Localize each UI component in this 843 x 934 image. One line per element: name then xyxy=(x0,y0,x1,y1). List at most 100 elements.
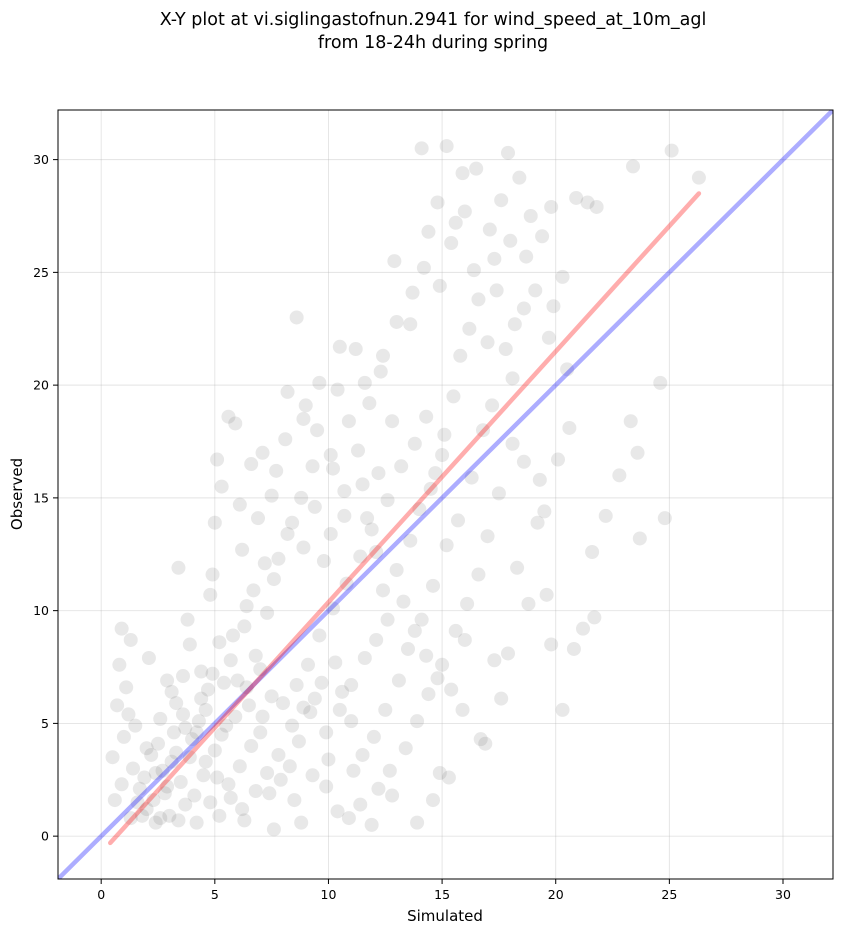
data-point xyxy=(360,511,375,526)
data-point xyxy=(276,696,290,711)
data-point xyxy=(248,784,263,799)
data-point xyxy=(439,538,454,553)
data-point xyxy=(207,515,222,530)
data-point xyxy=(385,788,400,803)
data-point xyxy=(180,612,195,627)
data-point xyxy=(123,632,138,647)
data-point xyxy=(260,766,275,781)
data-point xyxy=(264,488,279,503)
data-point xyxy=(364,817,379,832)
data-point xyxy=(303,705,318,720)
data-point xyxy=(171,560,186,575)
data-point xyxy=(401,641,415,656)
data-point xyxy=(482,222,497,237)
data-point xyxy=(335,684,350,699)
data-point xyxy=(346,763,361,778)
data-point xyxy=(189,815,204,830)
data-point xyxy=(110,698,125,713)
data-point xyxy=(214,727,229,742)
data-point xyxy=(480,335,495,350)
data-point xyxy=(598,508,613,523)
data-point xyxy=(171,813,186,828)
data-point xyxy=(239,599,254,614)
data-point xyxy=(205,666,220,681)
data-point xyxy=(516,301,531,316)
data-point xyxy=(210,770,225,785)
data-point xyxy=(489,283,504,298)
data-point xyxy=(126,761,140,776)
data-point xyxy=(246,583,261,598)
data-point xyxy=(414,141,429,156)
data-point xyxy=(366,729,381,744)
data-point xyxy=(444,236,459,251)
data-point xyxy=(248,648,263,663)
data-point xyxy=(455,702,470,717)
data-point xyxy=(305,459,320,474)
data-point xyxy=(285,718,300,733)
data-point xyxy=(323,448,338,463)
y-tick-label: 25 xyxy=(33,265,49,280)
data-point xyxy=(253,662,268,677)
identity-line xyxy=(58,110,833,879)
data-point xyxy=(280,526,295,541)
data-point xyxy=(151,736,165,751)
data-point xyxy=(307,691,322,706)
data-point xyxy=(507,317,522,332)
axis-ticks: 0 5 10 15 20 25 30 0 5 10 15 20 25 30 xyxy=(33,152,791,902)
data-point xyxy=(166,725,181,740)
data-point xyxy=(476,423,490,438)
data-point xyxy=(123,811,138,826)
data-point xyxy=(380,493,395,508)
data-point xyxy=(210,452,225,467)
data-point xyxy=(453,348,468,363)
data-point xyxy=(521,596,536,611)
data-point xyxy=(530,515,545,530)
data-point xyxy=(357,650,372,665)
data-point xyxy=(389,563,404,578)
x-tick-label: 25 xyxy=(661,887,677,902)
data-point xyxy=(162,808,177,823)
data-point xyxy=(405,285,420,300)
data-point xyxy=(353,549,368,564)
data-point xyxy=(576,621,590,636)
data-point xyxy=(251,511,265,526)
data-point xyxy=(341,811,356,826)
data-point xyxy=(466,263,481,278)
data-point xyxy=(244,738,259,753)
data-point xyxy=(421,687,436,702)
data-point xyxy=(232,497,247,512)
data-point xyxy=(494,193,509,208)
data-point xyxy=(339,576,354,591)
data-point xyxy=(435,657,450,672)
data-point xyxy=(523,208,538,223)
y-axis-label: Observed xyxy=(8,458,26,530)
data-point xyxy=(460,596,475,611)
data-point xyxy=(221,777,236,792)
data-point xyxy=(505,371,520,386)
data-point xyxy=(253,725,268,740)
data-point xyxy=(296,700,311,715)
regression-line xyxy=(108,191,702,846)
data-point xyxy=(326,461,340,476)
data-point xyxy=(419,409,434,424)
data-points xyxy=(105,139,706,837)
x-tick-label: 30 xyxy=(775,887,791,902)
data-point xyxy=(546,299,561,314)
y-tick-label: 10 xyxy=(33,603,49,618)
data-point xyxy=(632,531,647,546)
data-point xyxy=(330,804,345,819)
data-point xyxy=(501,145,515,160)
data-point xyxy=(519,249,534,264)
data-point xyxy=(219,718,234,733)
chart-title-line-1: X-Y plot at vi.siglingastofnun.2941 for … xyxy=(160,10,707,30)
data-point xyxy=(448,215,463,230)
data-point xyxy=(332,702,347,717)
data-point xyxy=(414,612,429,627)
data-point xyxy=(314,675,329,690)
data-point xyxy=(337,508,352,523)
data-point xyxy=(516,454,531,469)
x-tick-label: 10 xyxy=(321,887,337,902)
data-point xyxy=(464,470,479,485)
data-point xyxy=(266,572,281,587)
data-point xyxy=(214,479,229,494)
